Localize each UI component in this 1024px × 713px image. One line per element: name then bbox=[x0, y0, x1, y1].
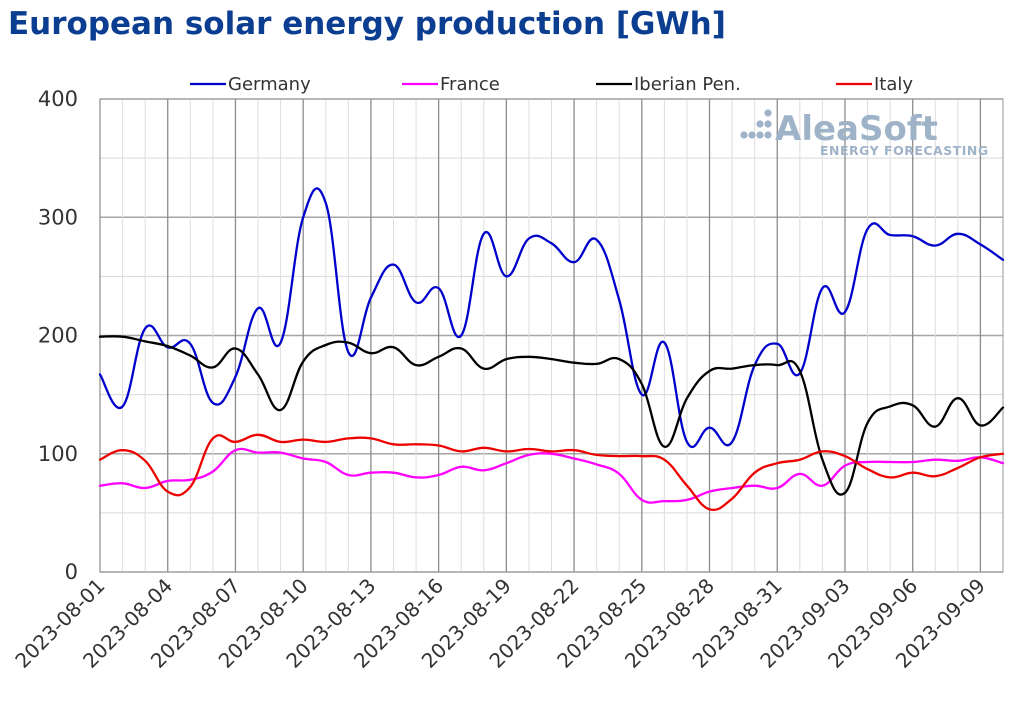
legend-label: Iberian Pen. bbox=[634, 74, 741, 95]
plot-area-frame bbox=[99, 98, 1004, 573]
series-line-italy bbox=[98, 433, 1005, 512]
chart-legend: Germany France Iberian Pen. Italy bbox=[190, 74, 913, 95]
chart-grid bbox=[99, 98, 1004, 573]
legend-label: Germany bbox=[228, 74, 311, 95]
y-tick-label: 100 bbox=[38, 442, 78, 466]
series-line-germany bbox=[98, 187, 1005, 449]
legend-label: Italy bbox=[874, 74, 913, 95]
y-tick-label: 400 bbox=[38, 87, 78, 111]
y-tick-label: 300 bbox=[38, 205, 78, 229]
y-tick-label: 0 bbox=[65, 560, 78, 584]
y-axis-ticks: 0 100 200 300 400 bbox=[38, 87, 78, 584]
aleasoft-watermark: AleaSoft ENERGY FORECASTING bbox=[740, 109, 988, 158]
x-axis-ticks: 2023-08-012023-08-042023-08-072023-08-10… bbox=[10, 574, 990, 673]
watermark-brand: AleaSoft bbox=[775, 109, 938, 149]
chart-title: European solar energy production [GWh] bbox=[8, 6, 726, 42]
series-lines bbox=[98, 187, 1005, 512]
series-line-france bbox=[98, 447, 1005, 504]
watermark-tagline: ENERGY FORECASTING bbox=[820, 143, 989, 158]
legend-label: France bbox=[440, 74, 500, 95]
series-line-iberian-pen bbox=[98, 335, 1005, 496]
aleasoft-logo-icon bbox=[740, 109, 772, 139]
y-tick-label: 200 bbox=[38, 324, 78, 348]
